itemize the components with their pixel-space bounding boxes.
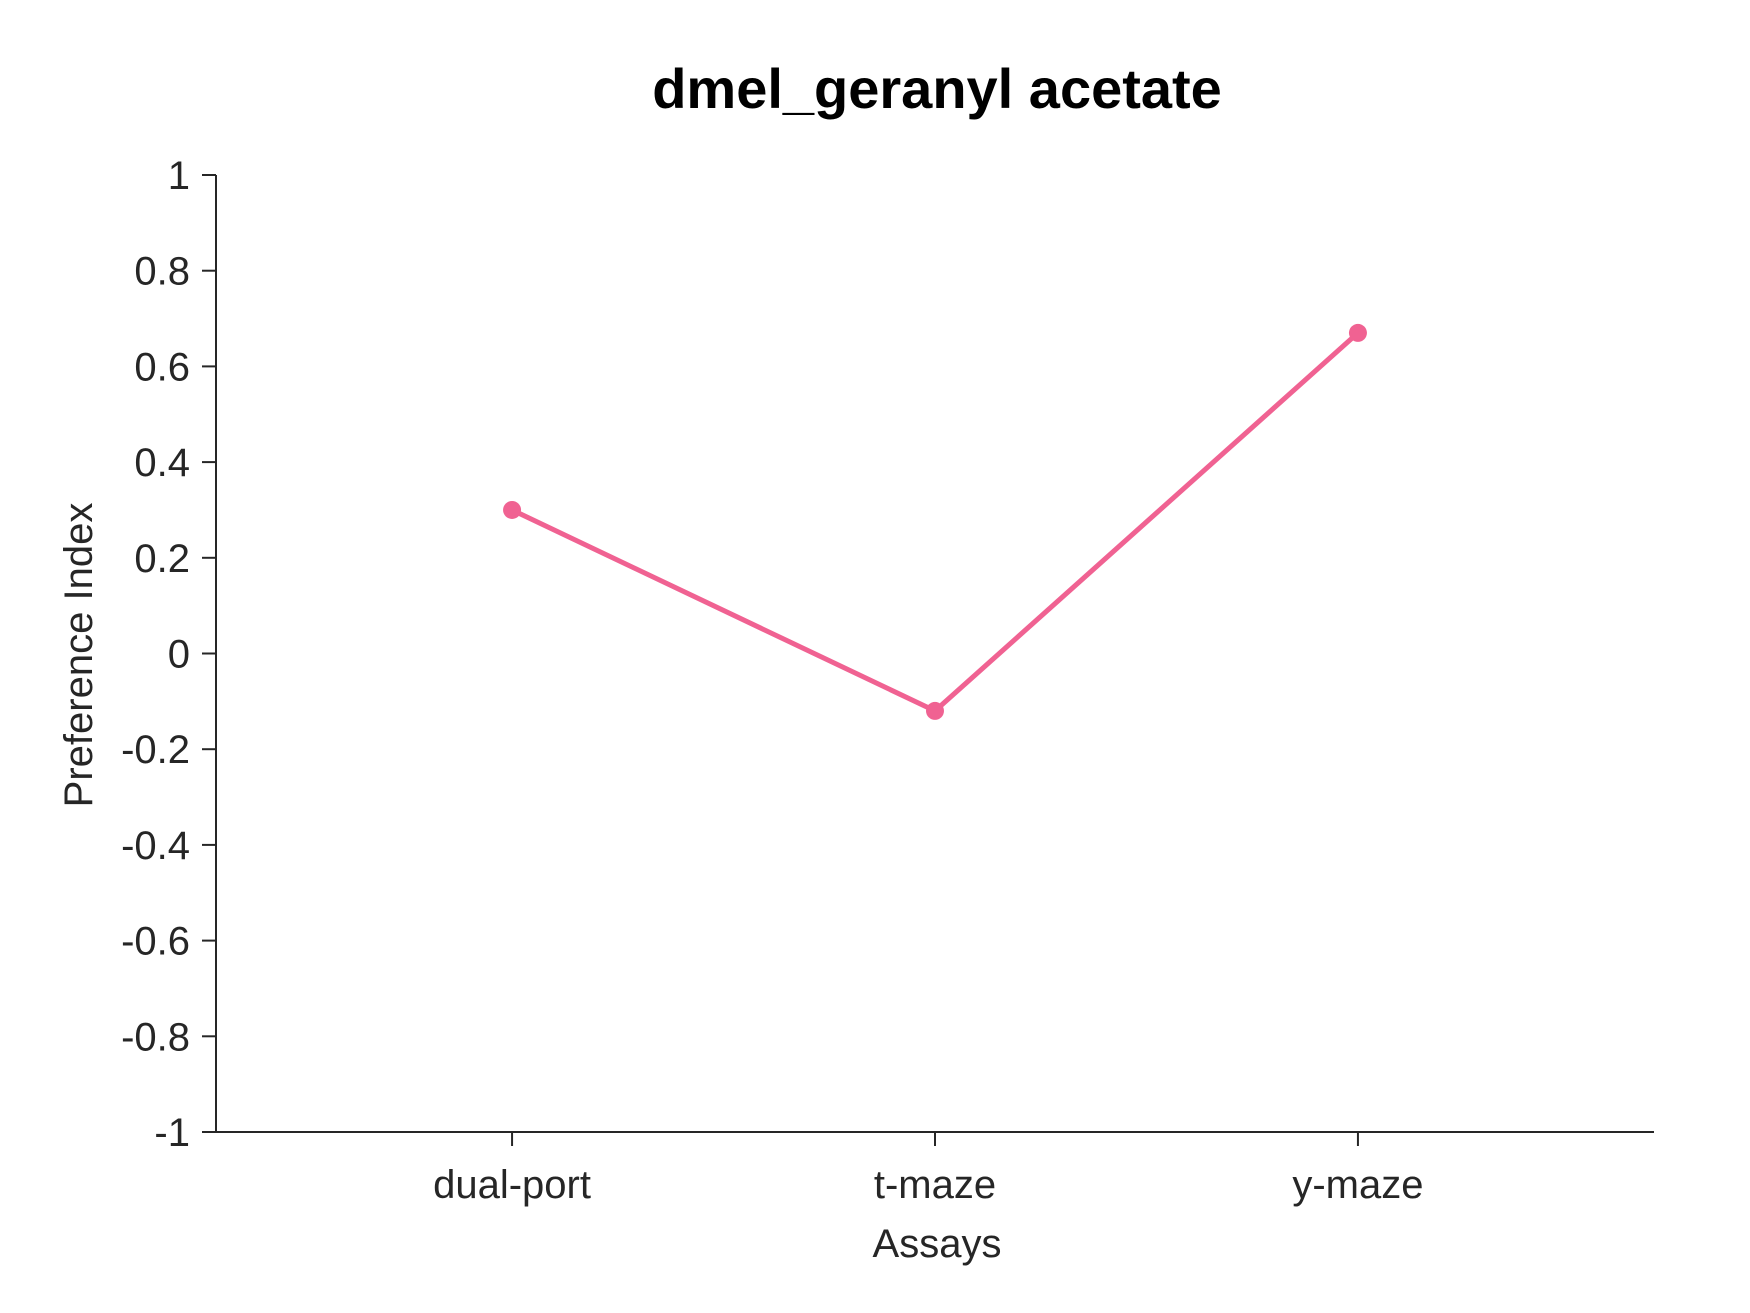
- y-tick-label: -0.2: [121, 728, 190, 772]
- y-tick-label: 0.8: [134, 250, 190, 294]
- y-axis: -1 -0.8 -0.6 -0.4 -0.2 0 0.2 0.4 0.6 0.8 1: [121, 154, 217, 1155]
- x-tick-label: t-maze: [874, 1163, 996, 1207]
- series-line: [509, 330, 1361, 714]
- y-tick-label: 0.4: [134, 441, 190, 485]
- data-point: [1348, 323, 1367, 342]
- data-point: [503, 500, 522, 519]
- y-tick-label: 1: [168, 154, 190, 198]
- x-axis-label: Assays: [873, 1222, 1002, 1266]
- data-point: [926, 701, 944, 720]
- x-tick-label: dual-port: [433, 1163, 591, 1207]
- series-layer: [503, 323, 1367, 720]
- y-tick-label: -0.4: [121, 824, 190, 868]
- y-tick-label: -1: [154, 1111, 190, 1155]
- y-tick-label: 0: [168, 633, 190, 677]
- x-axis: dual-port t-maze y-maze: [202, 1131, 1654, 1207]
- y-tick-label: 0.2: [134, 537, 190, 581]
- x-tick-label: y-maze: [1292, 1163, 1423, 1207]
- y-axis-label: Preference Index: [57, 503, 101, 808]
- y-tick-label: -0.6: [121, 920, 190, 964]
- chart-title: dmel_geranyl acetate: [652, 57, 1222, 120]
- y-tick-label: 0.6: [134, 345, 190, 389]
- y-tick-label: -0.8: [121, 1015, 190, 1059]
